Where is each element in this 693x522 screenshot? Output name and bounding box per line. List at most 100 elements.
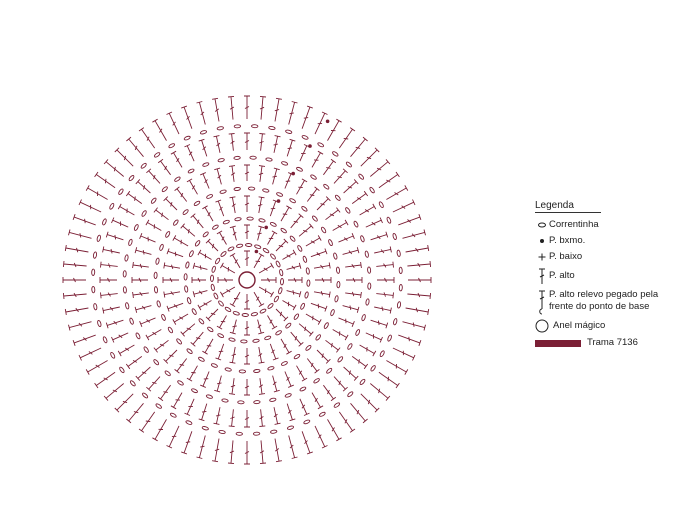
round-6 [153,186,341,374]
double-crochet-stitch [192,262,208,270]
chain-stitch [122,270,127,278]
double-crochet-stitch [258,346,265,364]
double-crochet-stitch [134,247,152,255]
stitch-rings [62,95,432,465]
double-crochet-stitch [126,403,144,424]
chain-stitch [279,269,284,277]
double-crochet-stitch [261,277,277,283]
chain-stitch [143,346,149,353]
chain-stitch [326,367,333,374]
chain-stitch [241,313,249,317]
legend: Legenda Correntinha P. bxmo. P. baixo P.… [535,200,685,353]
double-crochet-stitch [333,376,348,392]
double-crochet-stitch [269,343,279,361]
chain-stitch [299,386,307,392]
chain-stitch [128,238,133,246]
chain-stitch [355,329,361,336]
double-crochet-stitch [314,111,328,135]
chain-stitch [102,336,108,344]
chain-stitch [252,431,261,436]
double-crochet-stitch [244,164,250,181]
double-crochet-stitch [229,253,241,269]
chain-stitch [265,157,273,162]
double-crochet-stitch [180,223,196,237]
double-crochet-stitch [244,410,250,428]
double-crochet-stitch [365,217,383,228]
chain-stitch [289,198,296,204]
round-10 [91,124,403,436]
double-crochet-stitch [286,138,296,157]
double-crochet-stitch [313,262,331,269]
chain-stitch [205,394,213,399]
legend-label: P. alto relevo pegado pela frente do pon… [549,289,659,312]
double-crochet-icon [535,267,549,285]
double-crochet-stitch [338,411,356,433]
double-crochet-stitch [345,261,362,269]
double-crochet-stitch [272,375,280,393]
chain-stitch [227,246,235,252]
double-crochet-stitch [398,334,422,346]
chain-stitch [270,429,278,434]
double-crochet-stitch [342,305,360,313]
chain-stitch [370,365,376,372]
chain-stitch [254,244,262,249]
double-crochet-stitch [244,379,250,396]
double-crochet-stitch [298,323,314,337]
round-8 [122,155,372,405]
chain-stitch [253,369,261,373]
double-crochet-stitch [200,172,210,189]
double-crochet-stitch [272,167,280,185]
double-crochet-stitch [85,360,108,375]
magic-ring-icon [535,319,549,333]
chain-stitch [119,366,125,374]
double-crochet-stitch [215,343,225,361]
slip-stitch-joins [254,119,330,254]
double-crochet-stitch [275,308,289,322]
double-crochet-stitch [205,308,219,322]
chain-stitch [285,129,293,134]
chain-stitch [216,126,224,131]
double-crochet-stitch [78,347,102,361]
double-crochet-stitch [338,317,355,327]
chain-stitch [129,317,134,325]
chain-stitch [333,402,341,408]
double-crochet-stitch [259,133,266,151]
legend-label: Trama 7136 [587,337,638,348]
double-crochet-stitch [286,403,296,422]
chain-stitch [224,306,232,312]
chain-stitch [347,343,353,350]
chain-stitch [318,411,326,417]
chain-stitch [387,334,392,342]
double-crochet-stitch [198,138,208,157]
double-crochet-stitch [216,315,227,330]
double-crochet-stitch [267,230,278,245]
chain-stitch [330,309,335,317]
double-crochet-stitch [257,225,265,241]
double-crochet-stitch [198,403,208,422]
slip-stitch [291,171,296,176]
double-crochet-stitch [351,356,369,370]
chain-stitch [378,201,384,209]
double-crochet-stitch [398,214,422,226]
double-crochet-stitch [325,207,341,221]
chain-stitch [269,222,277,227]
chain-stitch [245,243,253,247]
chain-stitch [304,291,309,299]
double-crochet-stitch [316,349,331,364]
chain-stitch [125,302,130,310]
double-crochet-stitch [191,277,206,283]
chain-stitch [218,429,226,435]
double-crochet-stitch [282,249,297,260]
double-crochet-stitch [376,261,394,268]
double-crochet-stitch [214,167,222,185]
chain-stitch [392,232,397,241]
double-crochet-stitch [301,105,313,129]
double-crochet-stitch [402,229,426,239]
double-crochet-stitch [269,199,279,217]
chain-stitch [218,300,224,307]
legend-label: Anel mágico [553,320,606,331]
double-crochet-stitch [170,392,183,410]
double-crochet-stitch [350,403,368,424]
legend-label: P. bxmo. [549,235,586,246]
chain-stitch [215,257,221,265]
